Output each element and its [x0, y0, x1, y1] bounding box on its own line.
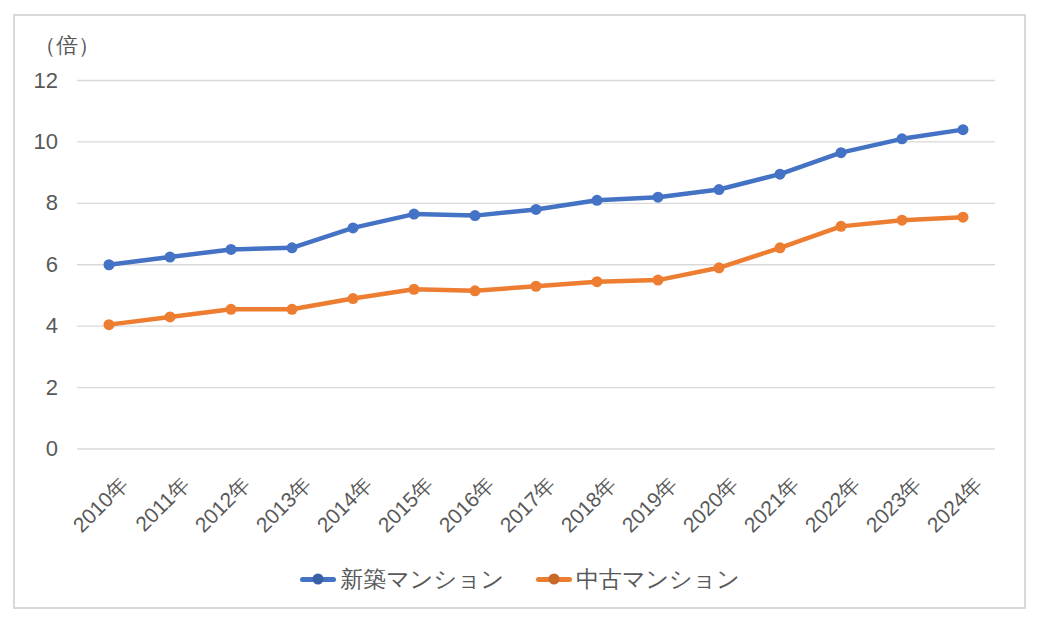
data-point-s1-2011年 — [165, 311, 176, 322]
y-tick-label-10: 10 — [0, 129, 58, 155]
data-point-s0-2012年 — [226, 244, 237, 255]
data-point-s1-2021年 — [775, 242, 786, 253]
legend-dot-icon — [313, 574, 324, 585]
series-line-0 — [109, 130, 963, 265]
data-point-s1-2017年 — [531, 281, 542, 292]
data-point-s1-2010年 — [104, 319, 115, 330]
y-tick-label-8: 8 — [0, 190, 58, 216]
data-point-s0-2024年 — [958, 124, 969, 135]
y-tick-label-4: 4 — [0, 313, 58, 339]
y-tick-label-0: 0 — [0, 436, 58, 462]
legend-label-0: 新築マンション — [340, 564, 504, 595]
legend-line-marker-icon — [536, 577, 572, 582]
data-point-s0-2021年 — [775, 169, 786, 180]
legend-line-marker-icon — [300, 577, 336, 582]
data-point-s1-2013年 — [287, 304, 298, 315]
legend: 新築マンション 中古マンション — [0, 564, 1040, 594]
data-point-s1-2014年 — [348, 293, 359, 304]
data-point-s1-2012年 — [226, 304, 237, 315]
legend-item-0: 新築マンション — [300, 564, 504, 595]
data-point-s0-2016年 — [470, 210, 481, 221]
data-point-s0-2010年 — [104, 259, 115, 270]
data-point-s0-2013年 — [287, 242, 298, 253]
data-point-s1-2024年 — [958, 212, 969, 223]
data-point-s1-2022年 — [836, 221, 847, 232]
data-point-s0-2017年 — [531, 204, 542, 215]
legend-dot-icon — [549, 574, 560, 585]
legend-label-1: 中古マンション — [576, 564, 740, 595]
data-point-s0-2022年 — [836, 147, 847, 158]
data-point-s1-2016年 — [470, 285, 481, 296]
y-tick-label-2: 2 — [0, 375, 58, 401]
data-point-s1-2015年 — [409, 284, 420, 295]
data-point-s0-2023年 — [897, 133, 908, 144]
data-point-s1-2020年 — [714, 262, 725, 273]
data-point-s0-2020年 — [714, 184, 725, 195]
data-point-s1-2018年 — [592, 276, 603, 287]
data-point-s0-2014年 — [348, 222, 359, 233]
data-point-s1-2023年 — [897, 215, 908, 226]
legend-item-1: 中古マンション — [536, 564, 740, 595]
chart-canvas: （倍） 024681012 2010年2011年2012年2013年2014年2… — [0, 0, 1040, 622]
y-tick-label-12: 12 — [0, 68, 58, 94]
data-point-s0-2019年 — [653, 192, 664, 203]
data-point-s0-2015年 — [409, 209, 420, 220]
y-tick-label-6: 6 — [0, 252, 58, 278]
data-point-s1-2019年 — [653, 275, 664, 286]
series-line-1 — [109, 217, 963, 324]
data-point-s0-2018年 — [592, 195, 603, 206]
data-point-s0-2011年 — [165, 252, 176, 263]
